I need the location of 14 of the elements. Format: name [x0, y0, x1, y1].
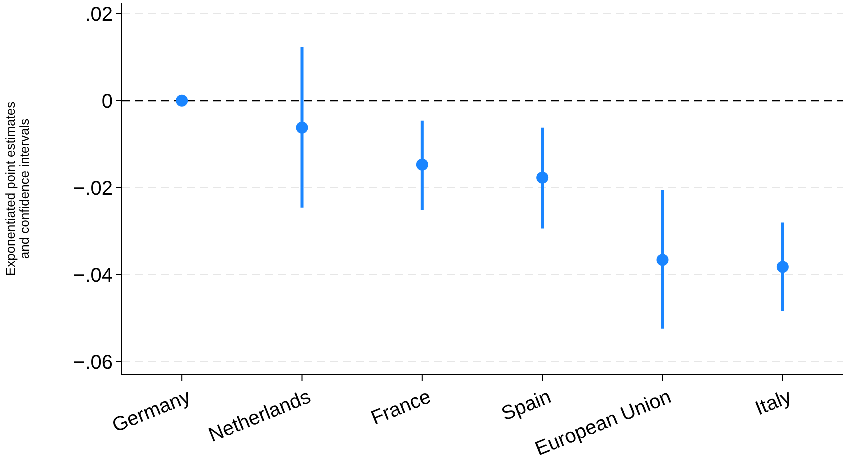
point — [656, 254, 669, 266]
y-tick-label: .02 — [85, 4, 113, 26]
point — [296, 122, 308, 134]
x-tick-label: France — [368, 386, 434, 430]
point — [176, 94, 188, 107]
y-tick-label: −.04 — [74, 264, 113, 287]
y-tick-label: 0 — [102, 90, 113, 113]
point — [416, 158, 428, 171]
point — [536, 172, 549, 184]
y-axis-title: Exponentiated point estimates and confidence intervals — [2, 101, 32, 276]
x-tick-label: Italy — [752, 386, 795, 420]
point — [776, 261, 789, 274]
y-tick-label: −.02 — [74, 178, 113, 200]
y-tick-label: −.06 — [74, 352, 113, 374]
